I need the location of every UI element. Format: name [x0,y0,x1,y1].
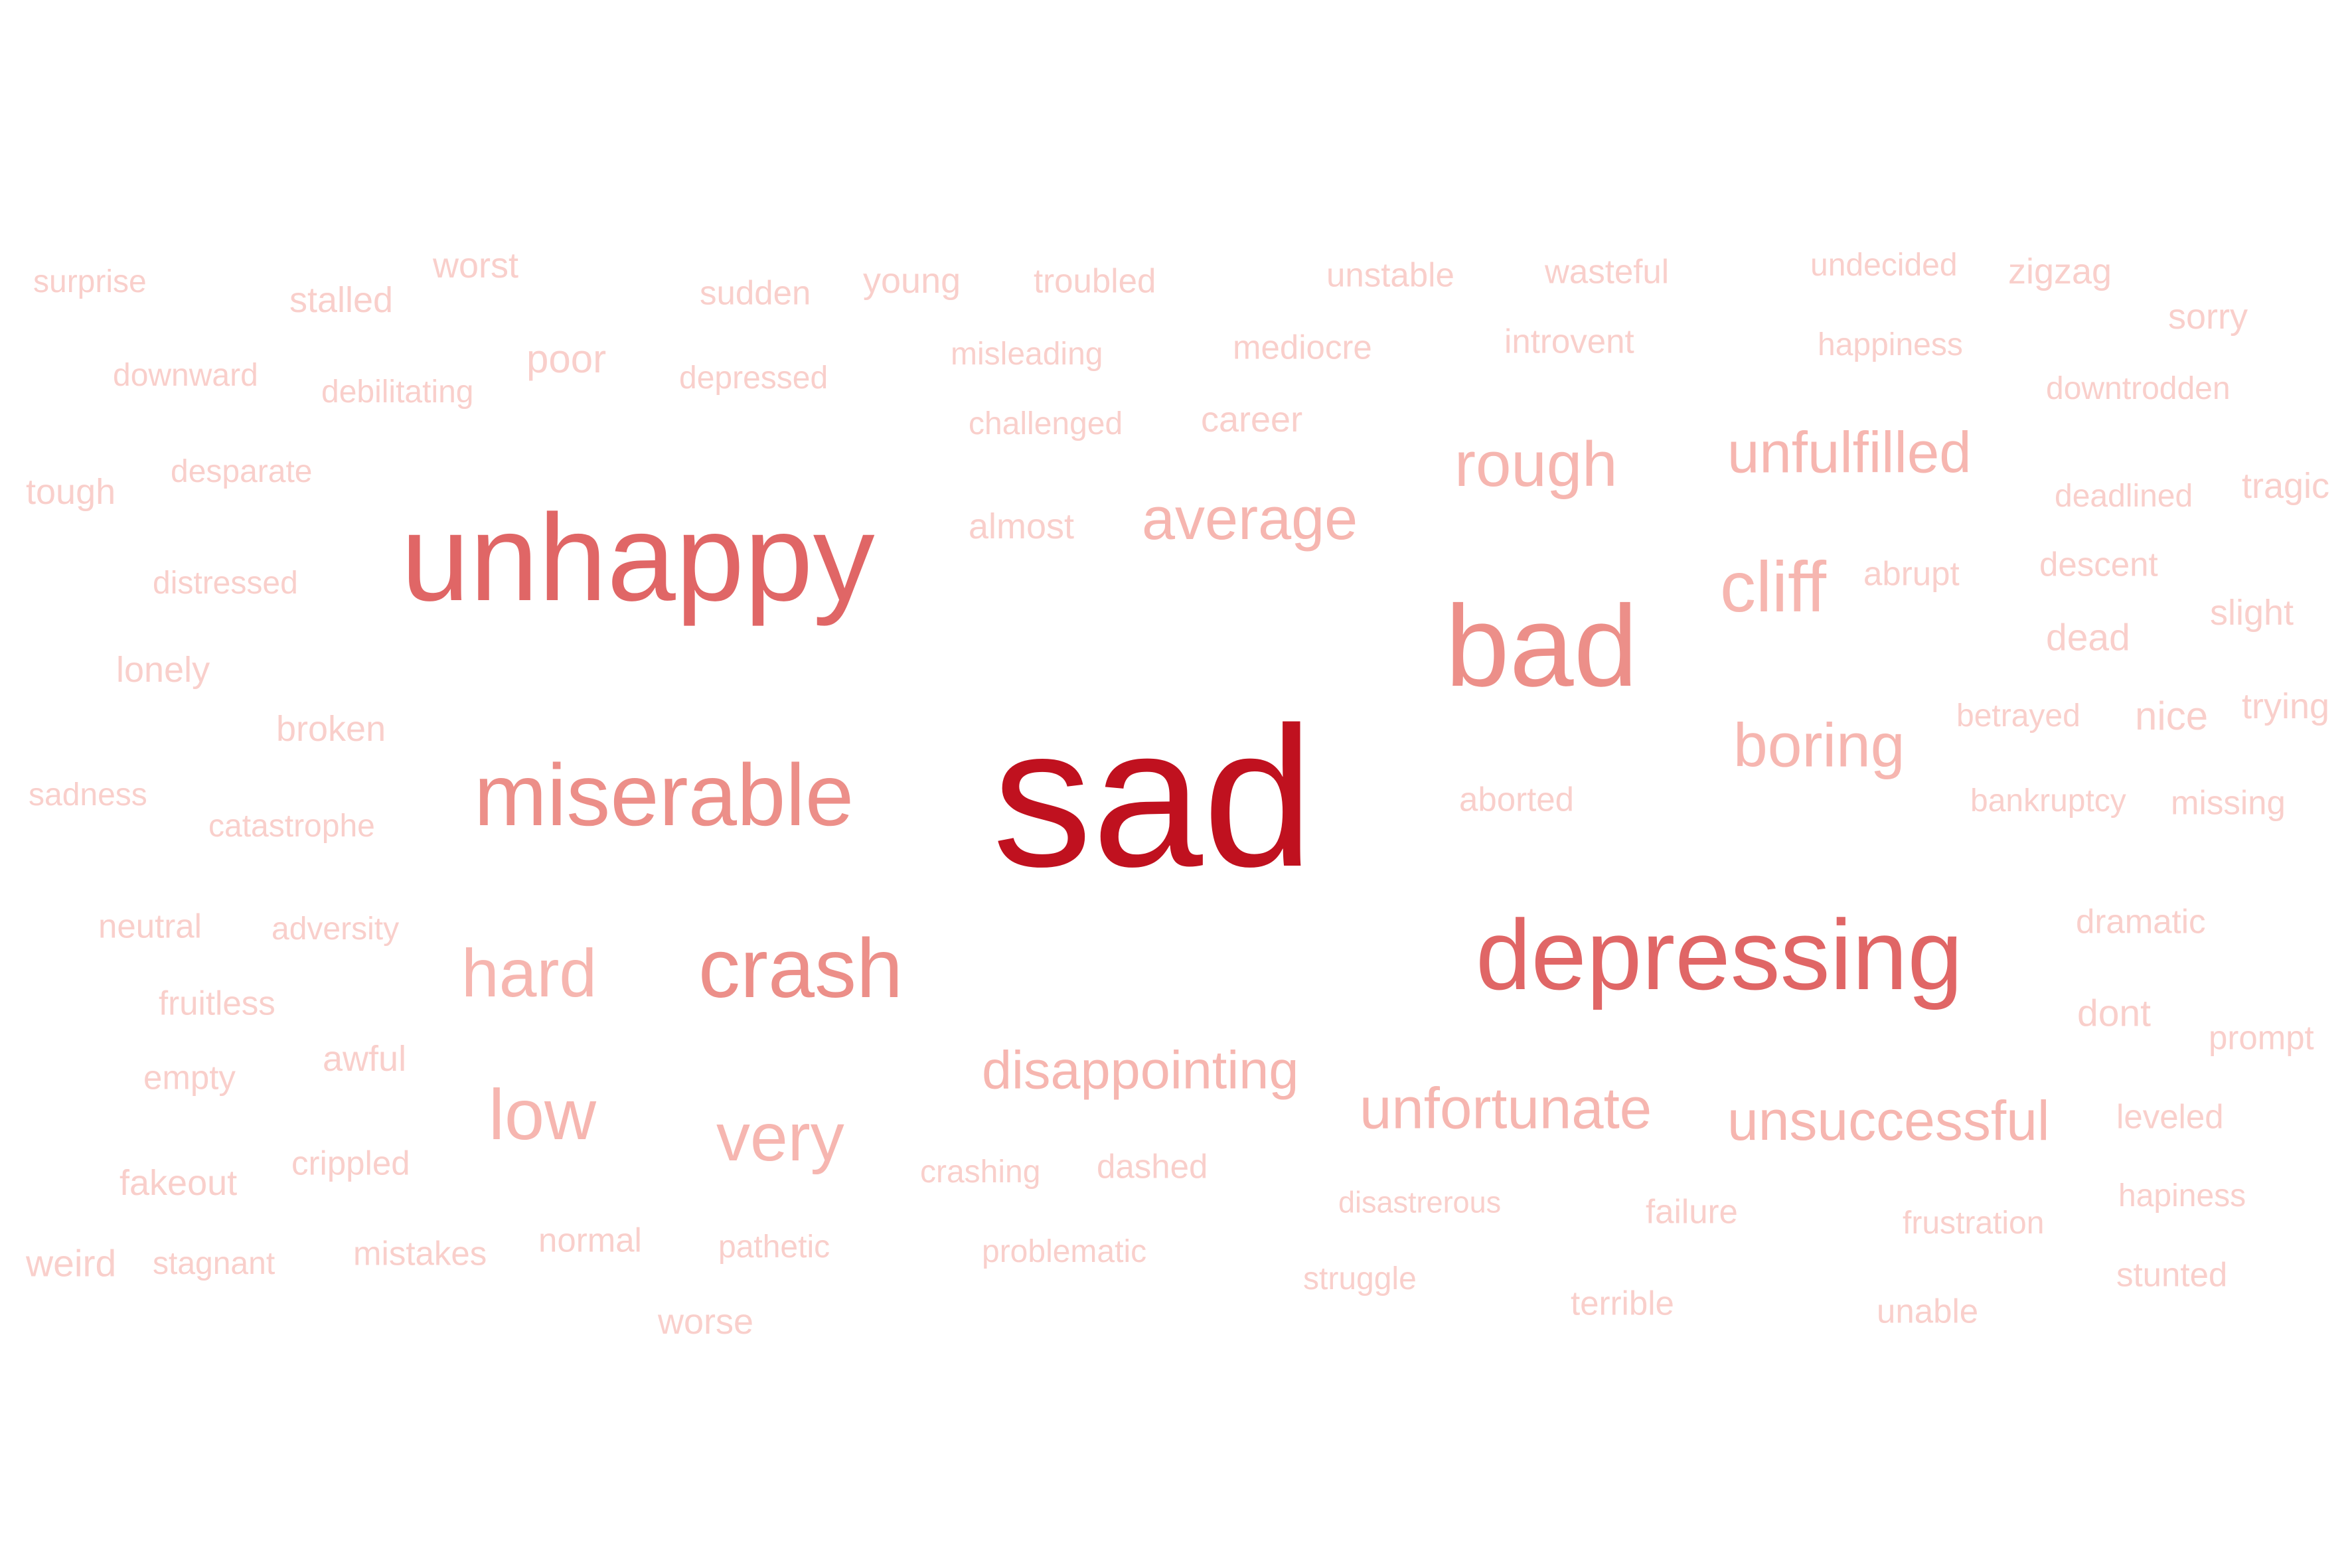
word-sad: sad [992,685,1314,908]
word-sorry: sorry [2168,297,2248,337]
word-prompt: prompt [2209,1018,2314,1057]
word-frustration: frustration [1903,1206,2045,1241]
word-wasteful: wasteful [1545,252,1670,291]
word-zigzag: zigzag [2008,252,2112,291]
word-undecided: undecided [1810,248,1958,283]
word-leveled: leveled [2116,1097,2224,1136]
word-distressed: distressed [153,566,298,601]
word-terrible: terrible [1571,1284,1674,1322]
word-betrayed: betrayed [1956,698,2080,734]
word-lonely: lonely [116,650,210,690]
word-slight: slight [2210,593,2294,633]
word-misleading: misleading [951,337,1103,372]
word-low: low [489,1074,597,1154]
word-aborted: aborted [1459,780,1574,819]
word-poor: poor [526,337,607,381]
word-fakeout: fakeout [119,1163,238,1203]
word-normal: normal [538,1221,642,1259]
word-descent: descent [2039,545,2158,584]
word-unable: unable [1877,1292,1979,1330]
word-neutral: neutral [98,907,202,945]
word-pathetic: pathetic [718,1229,830,1265]
word-fruitless: fruitless [159,984,275,1022]
word-cliff: cliff [1720,546,1827,627]
word-surprise: surprise [33,264,147,299]
word-challenged: challenged [969,406,1123,441]
word-deadlined: deadlined [2055,479,2193,514]
word-boring: boring [1733,710,1905,780]
word-debilitating: debilitating [321,374,474,410]
word-mediocre: mediocre [1233,328,1372,366]
word-abrupt: abrupt [1863,554,1960,593]
word-sudden: sudden [700,274,811,312]
word-downtrodden: downtrodden [2046,371,2231,406]
word-tragic: tragic [2242,466,2330,506]
word-adversity: adversity [272,911,400,947]
word-catastrophe: catastrophe [208,809,375,844]
word-crash: crash [698,921,903,1015]
word-bankruptcy: bankruptcy [1970,783,2126,819]
word-depressed: depressed [679,360,828,396]
word-happiness: happiness [1818,327,1963,362]
word-disastrerous: disastrerous [1338,1185,1502,1219]
word-dashed: dashed [1097,1147,1208,1186]
word-mistakes: mistakes [353,1234,487,1273]
word-crippled: crippled [291,1144,410,1182]
word-empty: empty [143,1058,236,1097]
word-failure: failure [1646,1192,1738,1231]
word-bad: bad [1445,581,1638,710]
word-hapiness: hapiness [2118,1178,2246,1214]
word-depressing: depressing [1476,899,1963,1010]
word-unfortunate: unfortunate [1360,1076,1652,1141]
word-miserable: miserable [474,746,854,844]
word-stalled: stalled [289,280,394,320]
word-desparate: desparate [171,454,313,489]
word-very: very [716,1099,844,1175]
word-worse: worse [658,1302,754,1342]
word-unstable: unstable [1326,256,1454,294]
word-career: career [1201,400,1303,439]
word-unhappy: unhappy [401,489,875,627]
word-weird: weird [26,1242,117,1285]
word-unfulfilled: unfulfilled [1727,420,1972,485]
word-broken: broken [276,709,386,749]
word-unsuccessful: unsuccessful [1727,1089,2050,1152]
word-downward: downward [113,358,258,393]
word-almost: almost [969,507,1075,546]
word-young: young [863,261,961,301]
word-problematic: problematic [982,1234,1147,1269]
word-troubled: troubled [1034,262,1156,300]
word-trying: trying [2242,686,2330,726]
word-hard: hard [461,935,597,1011]
word-nice: nice [2135,694,2209,738]
word-introvent: introvent [1504,322,1634,360]
word-worst: worst [433,246,519,285]
word-tough: tough [26,472,116,512]
word-stunted: stunted [2116,1255,2228,1294]
word-disappointing: disappointing [982,1040,1299,1101]
word-awful: awful [323,1039,407,1079]
word-rough: rough [1454,429,1618,500]
word-crashing: crashing [920,1154,1041,1190]
word-dramatic: dramatic [2076,902,2206,941]
word-missing: missing [2171,783,2286,822]
word-struggle: struggle [1303,1261,1417,1296]
word-stagnant: stagnant [153,1246,275,1281]
word-sadness: sadness [29,777,147,813]
word-dont: dont [2077,992,2151,1035]
word-dead: dead [2046,616,2130,659]
word-average: average [1142,486,1358,552]
